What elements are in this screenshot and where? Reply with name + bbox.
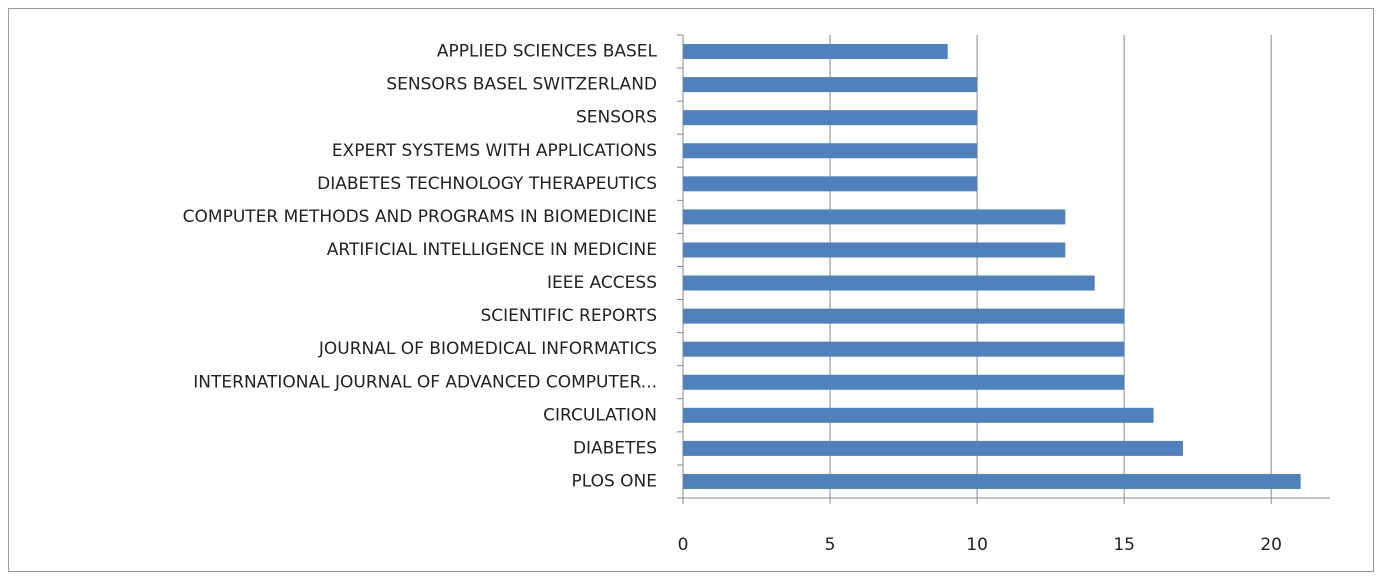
x-tick-label: 5 [825,535,836,555]
bar [683,143,978,159]
y-tick-label: JOURNAL OF BIOMEDICAL INFORMATICS [318,339,657,359]
bar [683,440,1183,456]
y-tick-label: ARTIFICIAL INTELLIGENCE IN MEDICINE [327,240,657,260]
bar [683,242,1066,258]
bar [683,473,1301,489]
y-tick-label: SENSORS BASEL SWITZERLAND [386,75,657,95]
x-tick-label: 0 [678,535,689,555]
y-tick-label: SENSORS [576,108,657,128]
bar [683,44,948,60]
bar [683,77,978,93]
x-tick-label: 20 [1260,535,1282,555]
y-tick-label: APPLIED SCIENCES BASEL [437,42,658,62]
y-tick-label: COMPUTER METHODS AND PROGRAMS IN BIOMEDI… [183,207,657,227]
x-tick-label: 10 [966,535,988,555]
y-tick-label: DIABETES TECHNOLOGY THERAPEUTICS [317,174,657,194]
bar [683,308,1125,324]
bar [683,110,978,126]
y-tick-label: IEEE ACCESS [547,273,657,293]
bar [683,341,1125,357]
y-tick-label: DIABETES [573,438,657,458]
bar [683,374,1125,390]
bar [683,275,1095,291]
y-tick-label: EXPERT SYSTEMS WITH APPLICATIONS [332,141,657,161]
bar [683,176,978,192]
y-tick-label: CIRCULATION [543,405,657,425]
bar [683,407,1154,423]
y-tick-label: INTERNATIONAL JOURNAL OF ADVANCED COMPUT… [193,372,657,392]
y-tick-label: SCIENTIFIC REPORTS [480,306,657,326]
bar [683,209,1066,225]
y-tick-label: PLOS ONE [571,471,657,491]
x-tick-label: 15 [1113,535,1135,555]
